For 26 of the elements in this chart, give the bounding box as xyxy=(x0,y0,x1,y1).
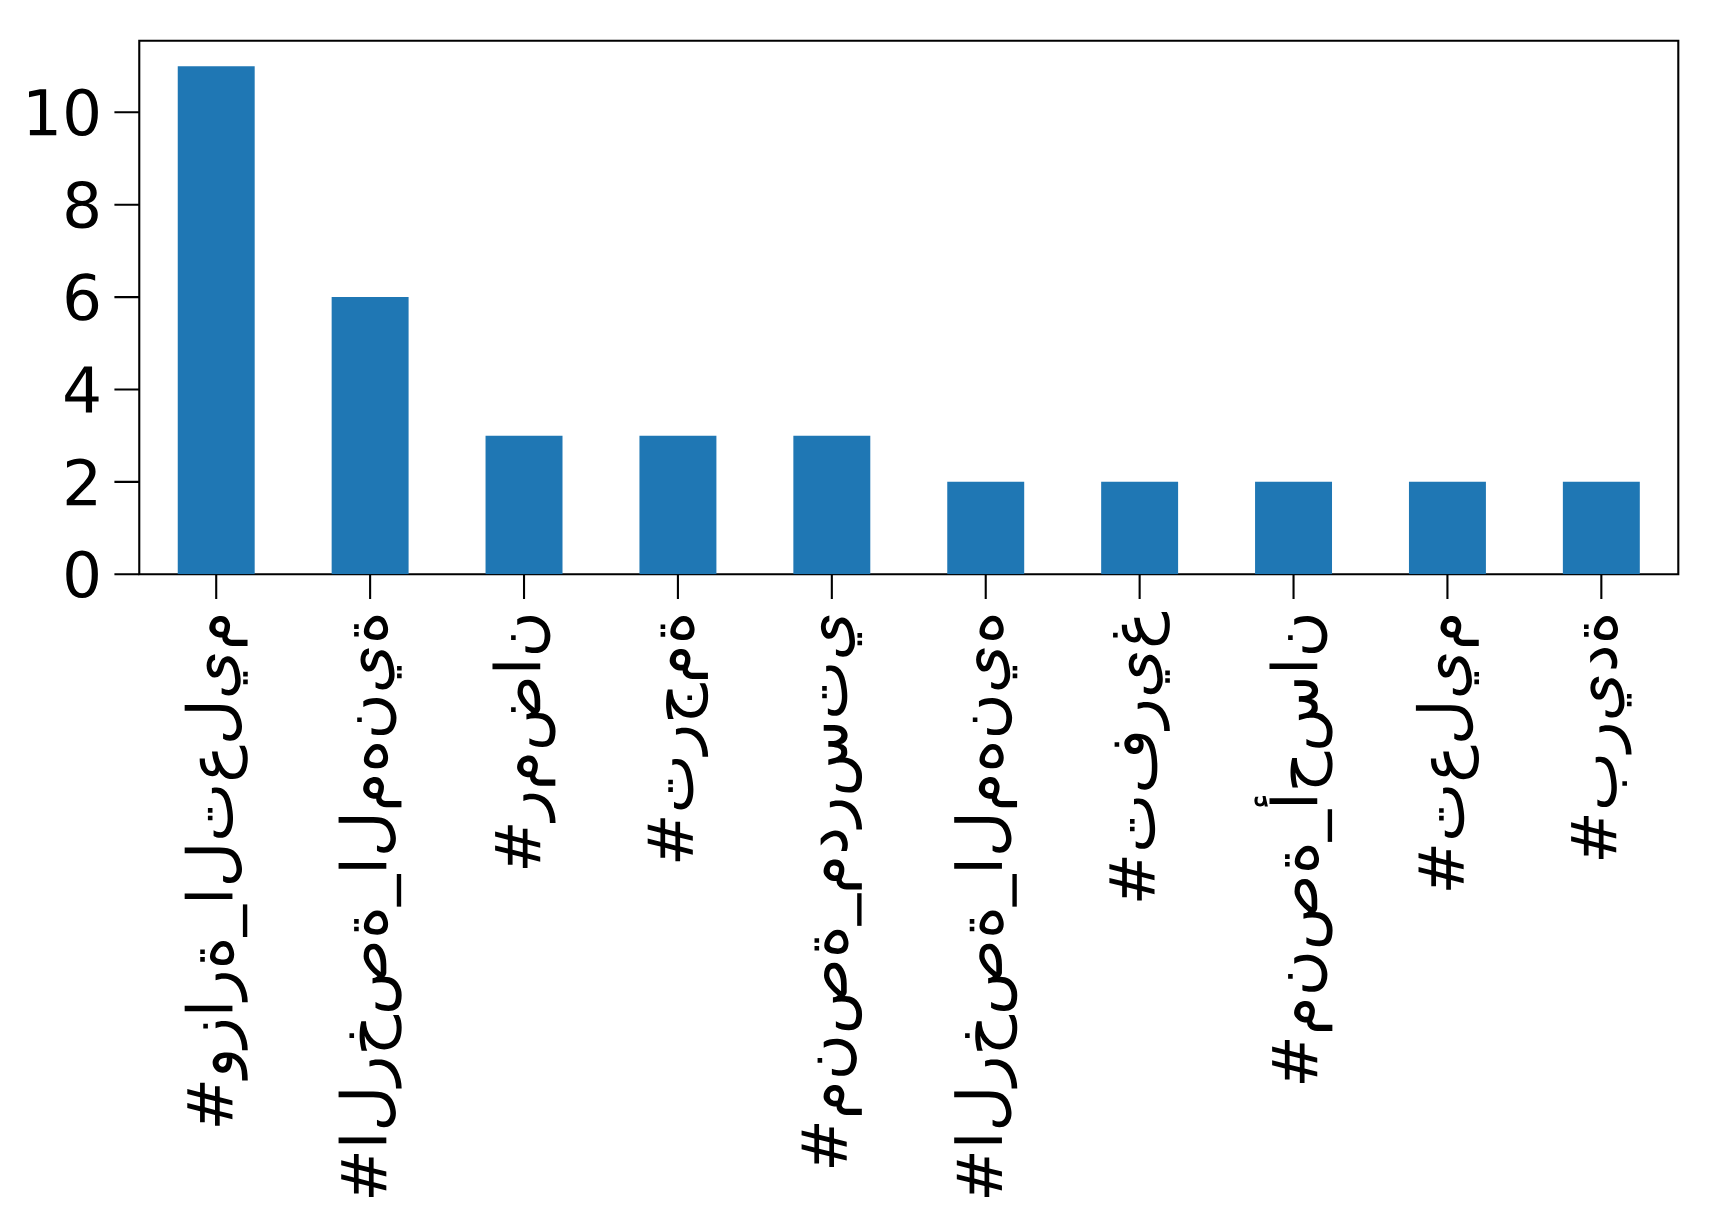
bar xyxy=(1101,481,1179,575)
bar xyxy=(177,66,255,575)
x-tick-label: #ترجمة xyxy=(647,615,709,862)
x-tick-label: #بريدة xyxy=(1571,615,1632,859)
bar xyxy=(1408,481,1486,575)
y-tick-label: 0 xyxy=(66,550,98,598)
bar xyxy=(639,435,717,575)
bar xyxy=(331,297,409,575)
x-tick-label: #رمضان xyxy=(492,616,556,869)
bar xyxy=(485,435,563,575)
x-tick-label: #تفريغ xyxy=(1109,611,1170,901)
x-tick-label: #تعليم xyxy=(1415,615,1479,890)
x-tick-label: #منصة_مدرستي xyxy=(801,615,863,1167)
bar xyxy=(1562,481,1640,575)
x-tick-label: #وزارة_التعليم xyxy=(184,615,248,1126)
x-tick-label: #الرخصة_المهنية xyxy=(338,615,402,1197)
y-tick-label: 6 xyxy=(66,273,99,321)
y-tick-label: 4 xyxy=(65,366,99,413)
x-tick-label: #منصة_أحسان xyxy=(1254,615,1333,1083)
bar xyxy=(1255,481,1333,575)
y-tick-label: 2 xyxy=(66,458,96,506)
y-tick-label: 8 xyxy=(66,180,98,229)
bar xyxy=(793,435,871,575)
y-tick-label: 10 xyxy=(29,88,98,137)
x-tick-label: #الرخصة_المهنيه xyxy=(954,615,1018,1197)
bar xyxy=(947,481,1025,575)
